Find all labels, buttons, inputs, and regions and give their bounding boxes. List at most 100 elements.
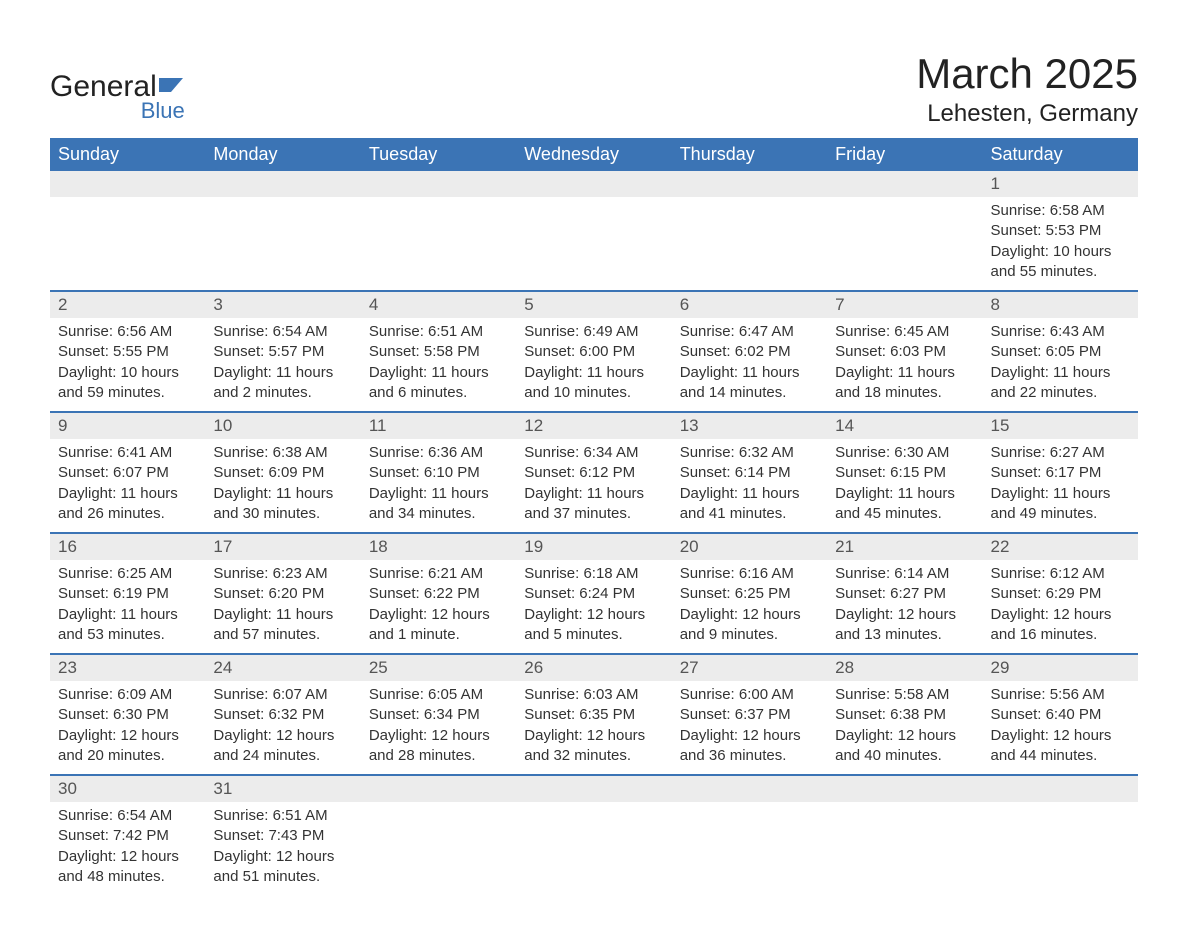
day-number-cell: [361, 775, 516, 802]
detail-line: Daylight: 12 hours: [58, 847, 197, 867]
detail-line: Daylight: 12 hours: [369, 726, 508, 746]
detail-line: Sunrise: 6:00 AM: [680, 685, 819, 705]
day-number-cell: 28: [827, 654, 982, 681]
detail-line: Sunrise: 6:34 AM: [524, 443, 663, 463]
detail-line: Sunset: 6:19 PM: [58, 584, 197, 604]
detail-line: Daylight: 10 hours: [991, 242, 1130, 262]
detail-line: and 32 minutes.: [524, 746, 663, 766]
day-number-cell: 31: [205, 775, 360, 802]
detail-line: Sunrise: 6:45 AM: [835, 322, 974, 342]
detail-line: Sunset: 6:20 PM: [213, 584, 352, 604]
detail-line: Sunset: 5:55 PM: [58, 342, 197, 362]
day-number-cell: [827, 775, 982, 802]
day-detail-cell: Sunrise: 6:07 AMSunset: 6:32 PMDaylight:…: [205, 681, 360, 775]
day-number-cell: 21: [827, 533, 982, 560]
detail-line: Sunrise: 6:14 AM: [835, 564, 974, 584]
dow-header: Tuesday: [361, 138, 516, 171]
detail-line: Sunrise: 6:03 AM: [524, 685, 663, 705]
day-number-cell: 25: [361, 654, 516, 681]
day-number-cell: 11: [361, 412, 516, 439]
detail-line: Sunset: 6:09 PM: [213, 463, 352, 483]
day-detail-row: Sunrise: 6:25 AMSunset: 6:19 PMDaylight:…: [50, 560, 1138, 654]
month-title: March 2025: [916, 50, 1138, 98]
day-detail-cell: Sunrise: 5:58 AMSunset: 6:38 PMDaylight:…: [827, 681, 982, 775]
detail-line: Sunrise: 6:21 AM: [369, 564, 508, 584]
day-number-row: 2345678: [50, 291, 1138, 318]
dow-header: Wednesday: [516, 138, 671, 171]
day-number-cell: 20: [672, 533, 827, 560]
dow-header: Sunday: [50, 138, 205, 171]
detail-line: Sunset: 6:34 PM: [369, 705, 508, 725]
day-number-cell: 29: [983, 654, 1138, 681]
day-number-cell: 22: [983, 533, 1138, 560]
detail-line: Sunset: 6:02 PM: [680, 342, 819, 362]
detail-line: Sunset: 6:30 PM: [58, 705, 197, 725]
logo: General Blue: [50, 50, 187, 124]
day-detail-row: Sunrise: 6:54 AMSunset: 7:42 PMDaylight:…: [50, 802, 1138, 895]
detail-line: and 13 minutes.: [835, 625, 974, 645]
detail-line: Sunset: 6:24 PM: [524, 584, 663, 604]
detail-line: and 36 minutes.: [680, 746, 819, 766]
detail-line: Sunset: 6:27 PM: [835, 584, 974, 604]
day-detail-cell: Sunrise: 6:38 AMSunset: 6:09 PMDaylight:…: [205, 439, 360, 533]
day-detail-row: Sunrise: 6:56 AMSunset: 5:55 PMDaylight:…: [50, 318, 1138, 412]
day-detail-cell: Sunrise: 6:25 AMSunset: 6:19 PMDaylight:…: [50, 560, 205, 654]
location-title: Lehesten, Germany: [916, 100, 1138, 128]
detail-line: Daylight: 12 hours: [991, 605, 1130, 625]
detail-line: Daylight: 11 hours: [58, 605, 197, 625]
day-detail-cell: [672, 802, 827, 895]
calendar-body: 1 Sunrise: 6:58 AMSunset: 5:53 PMDayligh…: [50, 171, 1138, 895]
dow-header: Monday: [205, 138, 360, 171]
detail-line: and 28 minutes.: [369, 746, 508, 766]
detail-line: Daylight: 11 hours: [680, 484, 819, 504]
header-area: General Blue March 2025 Lehesten, German…: [50, 50, 1138, 128]
detail-line: and 41 minutes.: [680, 504, 819, 524]
detail-line: and 49 minutes.: [991, 504, 1130, 524]
dow-header: Friday: [827, 138, 982, 171]
day-number-cell: 17: [205, 533, 360, 560]
day-detail-cell: Sunrise: 6:43 AMSunset: 6:05 PMDaylight:…: [983, 318, 1138, 412]
detail-line: Daylight: 12 hours: [680, 605, 819, 625]
day-number-cell: 5: [516, 291, 671, 318]
detail-line: Sunset: 6:05 PM: [991, 342, 1130, 362]
detail-line: Sunset: 6:37 PM: [680, 705, 819, 725]
detail-line: Sunset: 6:35 PM: [524, 705, 663, 725]
detail-line: Sunset: 6:10 PM: [369, 463, 508, 483]
day-detail-cell: [827, 197, 982, 291]
detail-line: Daylight: 12 hours: [835, 605, 974, 625]
day-number-cell: 2: [50, 291, 205, 318]
detail-line: Sunrise: 6:43 AM: [991, 322, 1130, 342]
detail-line: Sunset: 6:29 PM: [991, 584, 1130, 604]
day-detail-row: Sunrise: 6:09 AMSunset: 6:30 PMDaylight:…: [50, 681, 1138, 775]
detail-line: Sunrise: 6:51 AM: [213, 806, 352, 826]
day-number-cell: [672, 171, 827, 197]
dow-header: Thursday: [672, 138, 827, 171]
detail-line: and 30 minutes.: [213, 504, 352, 524]
detail-line: Sunset: 6:17 PM: [991, 463, 1130, 483]
detail-line: Sunrise: 6:27 AM: [991, 443, 1130, 463]
day-number-cell: 16: [50, 533, 205, 560]
detail-line: and 48 minutes.: [58, 867, 197, 887]
detail-line: Sunset: 7:43 PM: [213, 826, 352, 846]
day-detail-cell: [827, 802, 982, 895]
day-detail-cell: Sunrise: 6:27 AMSunset: 6:17 PMDaylight:…: [983, 439, 1138, 533]
detail-line: Sunrise: 6:51 AM: [369, 322, 508, 342]
detail-line: and 5 minutes.: [524, 625, 663, 645]
day-detail-cell: Sunrise: 6:58 AMSunset: 5:53 PMDaylight:…: [983, 197, 1138, 291]
day-detail-cell: Sunrise: 6:41 AMSunset: 6:07 PMDaylight:…: [50, 439, 205, 533]
detail-line: Daylight: 11 hours: [524, 363, 663, 383]
day-detail-cell: Sunrise: 5:56 AMSunset: 6:40 PMDaylight:…: [983, 681, 1138, 775]
day-number-cell: [827, 171, 982, 197]
detail-line: Daylight: 11 hours: [58, 484, 197, 504]
day-number-cell: 8: [983, 291, 1138, 318]
detail-line: and 26 minutes.: [58, 504, 197, 524]
detail-line: Sunset: 6:12 PM: [524, 463, 663, 483]
detail-line: Daylight: 11 hours: [213, 484, 352, 504]
day-number-cell: 23: [50, 654, 205, 681]
day-detail-cell: Sunrise: 6:54 AMSunset: 7:42 PMDaylight:…: [50, 802, 205, 895]
day-number-cell: 9: [50, 412, 205, 439]
day-detail-cell: [361, 197, 516, 291]
detail-line: Sunrise: 6:23 AM: [213, 564, 352, 584]
detail-line: and 9 minutes.: [680, 625, 819, 645]
detail-line: Daylight: 11 hours: [524, 484, 663, 504]
